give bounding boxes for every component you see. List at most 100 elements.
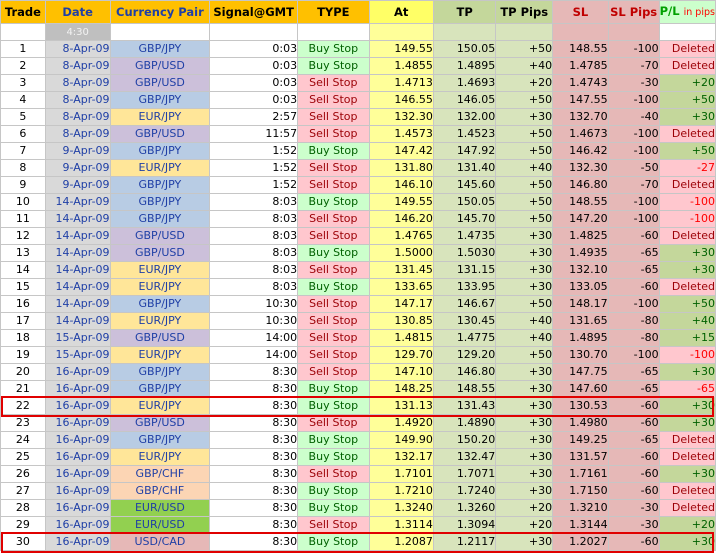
cell-trade[interactable]: 2 <box>0 57 46 75</box>
cell-type[interactable]: Sell Stop <box>297 91 370 109</box>
cell-currency-pair[interactable]: GBP/JPY <box>109 210 211 228</box>
cell-sl-pips[interactable]: -65 <box>607 380 660 398</box>
cell-at[interactable]: 1.4765 <box>368 227 434 245</box>
cell-tp-pips[interactable]: +20 <box>495 499 554 517</box>
cell-type[interactable]: Sell Stop <box>297 261 370 279</box>
cell-trade[interactable]: 24 <box>0 431 46 449</box>
cell-currency-pair[interactable]: GBP/JPY <box>109 295 211 313</box>
cell-pl[interactable]: Deleted <box>658 499 716 517</box>
cell-type[interactable]: Buy Stop <box>297 448 370 466</box>
cell-date[interactable]: 16-Apr-09 <box>44 363 111 381</box>
cell-signal-time[interactable]: 8:30 <box>209 448 299 466</box>
cell-tp[interactable]: 1.4895 <box>432 57 497 75</box>
cell-trade[interactable]: 22 <box>0 397 46 415</box>
cell-trade[interactable]: 6 <box>0 125 46 143</box>
cell-trade[interactable]: 21 <box>0 380 46 398</box>
cell-at[interactable]: 147.17 <box>368 295 434 313</box>
cell-date[interactable]: 8-Apr-09 <box>44 57 111 75</box>
cell-tp[interactable]: 1.3260 <box>432 499 497 517</box>
cell-tp-pips[interactable]: +40 <box>495 329 554 347</box>
cell-currency-pair[interactable]: GBP/USD <box>109 329 211 347</box>
cell-sl[interactable]: 131.65 <box>552 312 609 330</box>
cell-pl[interactable]: +30 <box>658 533 716 551</box>
cell-currency-pair[interactable]: GBP/USD <box>109 125 211 143</box>
cell-trade[interactable]: 8 <box>0 159 46 177</box>
cell-at[interactable]: 132.17 <box>368 448 434 466</box>
cell-type[interactable]: Sell Stop <box>297 108 370 126</box>
cell-currency-pair[interactable]: EUR/USD <box>109 516 211 534</box>
cell-at[interactable]: 146.20 <box>368 210 434 228</box>
cell-tp[interactable]: 1.3094 <box>432 516 497 534</box>
cell-date[interactable]: 16-Apr-09 <box>44 414 111 432</box>
cell-sl[interactable]: 1.4785 <box>552 57 609 75</box>
cell-tp[interactable]: 1.4523 <box>432 125 497 143</box>
cell-type[interactable]: Buy Stop <box>297 380 370 398</box>
cell-tp-pips[interactable]: +40 <box>495 57 554 75</box>
cell-currency-pair[interactable]: GBP/JPY <box>109 176 211 194</box>
cell-trade[interactable]: 3 <box>0 74 46 92</box>
subheader-cell[interactable] <box>658 23 716 41</box>
cell-sl-pips[interactable]: -30 <box>607 516 660 534</box>
cell-tp[interactable]: 146.67 <box>432 295 497 313</box>
cell-type[interactable]: Sell Stop <box>297 74 370 92</box>
cell-date[interactable]: 16-Apr-09 <box>44 448 111 466</box>
cell-at[interactable]: 1.3114 <box>368 516 434 534</box>
cell-sl-pips[interactable]: -60 <box>607 414 660 432</box>
cell-tp-pips[interactable]: +30 <box>495 431 554 449</box>
cell-sl-pips[interactable]: -30 <box>607 74 660 92</box>
cell-pl[interactable]: Deleted <box>658 40 716 58</box>
cell-sl[interactable]: 147.60 <box>552 380 609 398</box>
cell-pl[interactable]: Deleted <box>658 57 716 75</box>
cell-pl[interactable]: Deleted <box>658 431 716 449</box>
cell-signal-time[interactable]: 8:30 <box>209 482 299 500</box>
cell-pl[interactable]: +30 <box>658 244 716 262</box>
header-at[interactable]: At <box>368 0 434 24</box>
cell-at[interactable]: 149.90 <box>368 431 434 449</box>
cell-sl-pips[interactable]: -65 <box>607 244 660 262</box>
header-sl[interactable]: SL <box>552 0 609 24</box>
header-trade[interactable]: Trade <box>0 0 46 24</box>
cell-date[interactable]: 8-Apr-09 <box>44 40 111 58</box>
cell-sl[interactable]: 146.42 <box>552 142 609 160</box>
cell-signal-time[interactable]: 8:03 <box>209 278 299 296</box>
cell-tp-pips[interactable]: +30 <box>495 363 554 381</box>
cell-type[interactable]: Sell Stop <box>297 363 370 381</box>
cell-tp[interactable]: 132.00 <box>432 108 497 126</box>
cell-sl-pips[interactable]: -60 <box>607 465 660 483</box>
cell-signal-time[interactable]: 8:30 <box>209 414 299 432</box>
cell-sl[interactable]: 1.4825 <box>552 227 609 245</box>
cell-date[interactable]: 8-Apr-09 <box>44 91 111 109</box>
cell-date[interactable]: 16-Apr-09 <box>44 533 111 551</box>
cell-sl-pips[interactable]: -100 <box>607 40 660 58</box>
cell-at[interactable]: 132.30 <box>368 108 434 126</box>
cell-sl[interactable]: 1.3144 <box>552 516 609 534</box>
cell-sl[interactable]: 1.4743 <box>552 74 609 92</box>
cell-tp[interactable]: 131.43 <box>432 397 497 415</box>
cell-sl-pips[interactable]: -65 <box>607 431 660 449</box>
cell-sl[interactable]: 132.10 <box>552 261 609 279</box>
cell-sl[interactable]: 148.55 <box>552 193 609 211</box>
cell-tp-pips[interactable]: +30 <box>495 533 554 551</box>
cell-pl[interactable]: +30 <box>658 397 716 415</box>
cell-currency-pair[interactable]: GBP/JPY <box>109 40 211 58</box>
subheader-cell[interactable] <box>368 23 434 41</box>
cell-currency-pair[interactable]: EUR/JPY <box>109 108 211 126</box>
cell-type[interactable]: Buy Stop <box>297 40 370 58</box>
cell-type[interactable]: Buy Stop <box>297 533 370 551</box>
cell-trade[interactable]: 26 <box>0 465 46 483</box>
cell-sl[interactable]: 148.55 <box>552 40 609 58</box>
cell-tp-pips[interactable]: +30 <box>495 448 554 466</box>
cell-tp[interactable]: 1.4890 <box>432 414 497 432</box>
cell-pl[interactable]: Deleted <box>658 482 716 500</box>
cell-trade[interactable]: 14 <box>0 261 46 279</box>
cell-signal-time[interactable]: 2:57 <box>209 108 299 126</box>
cell-at[interactable]: 1.2087 <box>368 533 434 551</box>
cell-date[interactable]: 14-Apr-09 <box>44 244 111 262</box>
cell-pl[interactable]: Deleted <box>658 278 716 296</box>
cell-tp[interactable]: 1.4693 <box>432 74 497 92</box>
cell-sl-pips[interactable]: -100 <box>607 125 660 143</box>
cell-sl[interactable]: 1.4935 <box>552 244 609 262</box>
cell-sl[interactable]: 130.53 <box>552 397 609 415</box>
cell-signal-time[interactable]: 8:30 <box>209 397 299 415</box>
cell-type[interactable]: Sell Stop <box>297 125 370 143</box>
